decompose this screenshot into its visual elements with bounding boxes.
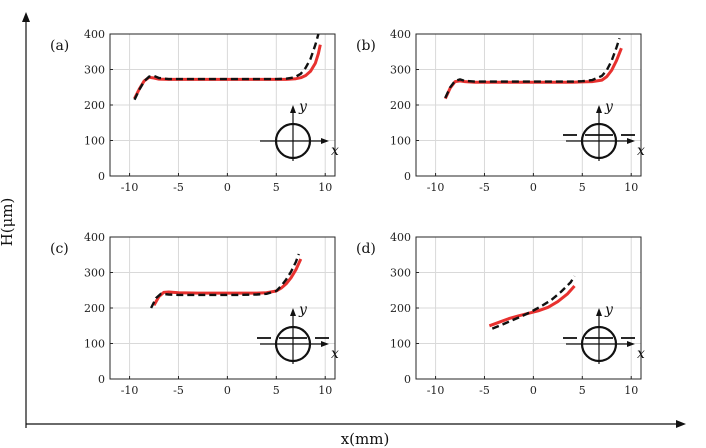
panel-label: (b) [356,38,376,54]
y-tick-label: 300 [390,267,411,280]
x-tick-label: 0 [224,181,231,194]
series-line-dashed [444,37,621,99]
series-line-dashed [133,33,320,101]
y-tick-label: 200 [390,302,411,315]
x-tick-label: 0 [224,384,231,397]
series-line-dashed [150,253,300,309]
x-tick-label: -5 [173,384,184,397]
x-tick-label: 5 [579,181,586,194]
x-tick-label: -10 [121,384,139,397]
y-tick-label: 0 [404,170,411,183]
y-tick-label: 300 [84,267,105,280]
y-tick-label: 100 [390,135,411,148]
y-tick-label: 0 [404,373,411,386]
y-tick-label: 400 [390,28,411,41]
x-tick-label: 5 [273,384,280,397]
y-tick-label: 0 [98,170,105,183]
y-tick-label: 100 [390,338,411,351]
y-tick-label: 300 [84,64,105,77]
series-line-solid [152,258,303,306]
x-tick-label: 5 [273,181,280,194]
figure-ylabel: H(μm) [0,198,16,247]
inset-y-label: y [298,99,308,115]
x-tick-label: -5 [479,181,490,194]
panel-label: (a) [50,38,69,54]
figure-y-arrow-icon [22,12,30,22]
y-tick-label: 400 [84,28,105,41]
series-line-solid [443,47,623,100]
inset-diagram: xy [257,302,339,364]
inset-x-arrow-icon [321,341,329,347]
x-tick-label: -10 [121,181,139,194]
y-tick-label: 300 [390,64,411,77]
inset-y-arrow-icon [290,105,296,113]
x-tick-label: 10 [624,384,638,397]
inset-x-arrow-icon [627,341,635,347]
figure-xlabel: x(mm) [341,430,390,448]
figure-x-arrow-icon [676,420,686,428]
inset-diagram: xy [563,302,645,364]
x-tick-label: 5 [579,384,586,397]
inset-y-label: y [604,302,614,318]
inset-y-label: y [604,99,614,115]
y-tick-label: 200 [390,99,411,112]
x-tick-label: 0 [530,384,537,397]
plot-border [415,236,642,380]
inset-y-arrow-icon [596,308,602,316]
inset-x-arrow-icon [321,138,329,144]
series-line-dashed [491,275,576,330]
x-tick-label: -10 [427,384,445,397]
inset-diagram: xy [260,99,339,161]
inset-x-label: x [637,346,645,362]
inset-x-label: x [331,346,339,362]
x-tick-label: -5 [173,181,184,194]
y-tick-label: 200 [84,99,105,112]
x-tick-label: -10 [427,181,445,194]
inset-diagram: xy [563,99,645,161]
y-tick-label: 400 [84,231,105,244]
plot-border [109,33,336,177]
y-tick-label: 0 [98,373,105,386]
inset-x-label: x [637,143,645,159]
x-tick-label: 10 [624,181,638,194]
x-tick-label: 0 [530,181,537,194]
x-tick-label: -5 [479,384,490,397]
panel-label: (d) [356,241,376,257]
y-tick-label: 100 [84,338,105,351]
inset-y-arrow-icon [596,105,602,113]
inset-y-arrow-icon [290,308,296,316]
x-tick-label: 10 [318,384,332,397]
y-tick-label: 400 [390,231,411,244]
inset-x-arrow-icon [627,138,635,144]
y-tick-label: 200 [84,302,105,315]
plot-border [415,33,642,177]
plot-border [109,236,336,380]
y-tick-label: 100 [84,135,105,148]
panel-label: (c) [50,241,69,257]
series-line-solid [488,285,576,328]
x-tick-label: 10 [318,181,332,194]
inset-y-label: y [298,302,308,318]
inset-x-label: x [331,143,339,159]
